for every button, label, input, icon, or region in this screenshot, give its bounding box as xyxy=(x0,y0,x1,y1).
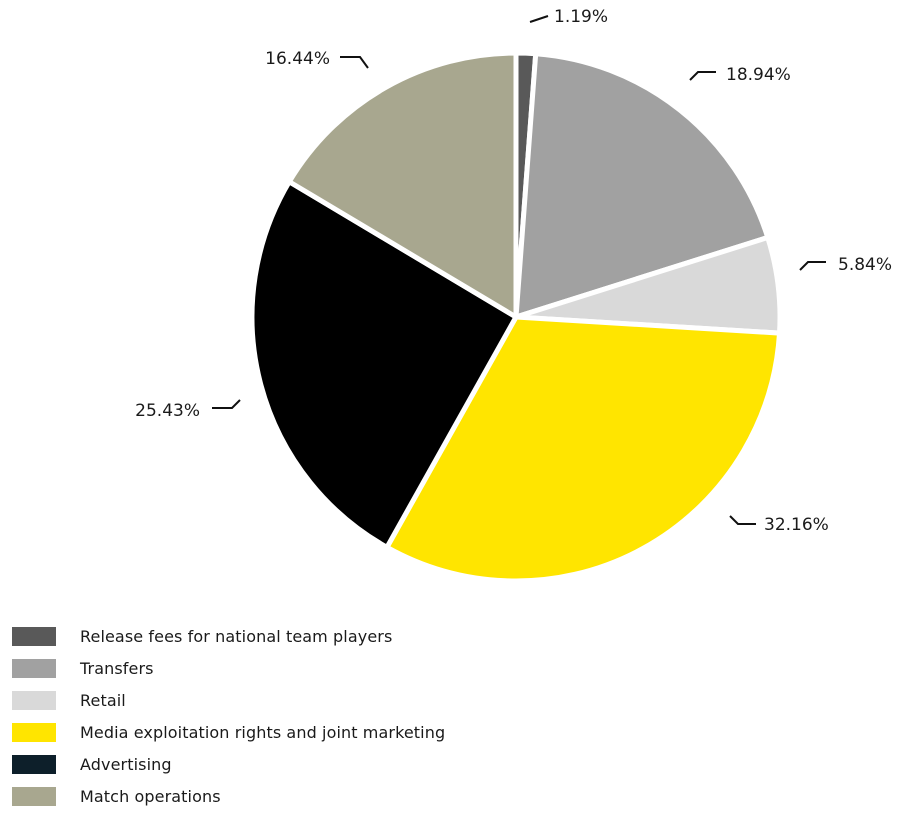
legend-label: Advertising xyxy=(80,754,172,774)
data-label: 32.16% xyxy=(764,515,829,535)
data-label: 1.19% xyxy=(554,7,608,27)
leader-line xyxy=(212,399,241,409)
leader-line xyxy=(340,56,369,69)
legend-label: Retail xyxy=(80,690,126,710)
pie-slices xyxy=(249,50,783,584)
legend-item: Media exploitation rights and joint mark… xyxy=(12,716,445,748)
pie-slice-media-exploitation-rights-and-joint-marketing xyxy=(384,314,783,584)
legend-label: Release fees for national team players xyxy=(80,626,393,646)
legend-item: Release fees for national team players xyxy=(12,620,445,652)
pie-slice-transfers xyxy=(513,51,771,320)
legend-item: Transfers xyxy=(12,652,445,684)
legend-item: Match operations xyxy=(12,780,445,812)
legend-swatch xyxy=(12,626,56,646)
legend-label: Transfers xyxy=(80,658,154,678)
legend: Release fees for national team players Tr… xyxy=(12,620,445,812)
legend-item: Advertising xyxy=(12,748,445,780)
leader-line xyxy=(689,71,716,81)
pie-chart: 1.19% 18.94% 5.84% 32.16% 25.43% 16.44% xyxy=(135,7,893,584)
legend-label: Media exploitation rights and joint mark… xyxy=(80,722,446,742)
pie-slice-advertising xyxy=(249,179,519,550)
legend-item: Retail xyxy=(12,684,445,716)
legend-swatch xyxy=(12,658,56,678)
data-label: 5.84% xyxy=(838,255,892,275)
slice-labels: 1.19% 18.94% 5.84% 32.16% 25.43% 16.44% xyxy=(135,7,892,535)
legend-swatch xyxy=(12,722,56,742)
legend-swatch xyxy=(12,786,56,806)
data-label: 18.94% xyxy=(726,65,791,85)
leader-line xyxy=(799,261,826,271)
legend-label: Match operations xyxy=(80,786,221,806)
leader-line xyxy=(529,15,549,23)
legend-swatch xyxy=(12,690,56,710)
data-label: 25.43% xyxy=(135,401,200,421)
pie-slice-match-operations xyxy=(286,50,519,320)
legend-swatch xyxy=(12,754,56,774)
data-label: 16.44% xyxy=(265,49,330,69)
leader-line xyxy=(729,515,756,525)
